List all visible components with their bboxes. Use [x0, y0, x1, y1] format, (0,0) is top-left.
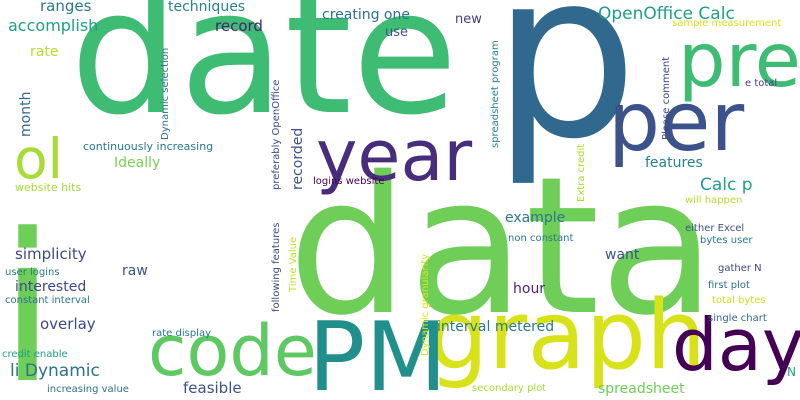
- word: techniques: [168, 0, 245, 15]
- word: new: [455, 12, 482, 27]
- word: first plot: [708, 280, 750, 291]
- word: rate: [30, 44, 58, 60]
- word: Ideally: [114, 155, 160, 171]
- word: credit enable: [2, 349, 68, 360]
- word: p: [492, 0, 638, 190]
- word: graph: [428, 281, 706, 391]
- word: record: [215, 17, 263, 35]
- word: per: [608, 75, 745, 170]
- word: following features: [271, 223, 282, 312]
- word: constant interval: [5, 295, 90, 306]
- word: Time Value: [288, 237, 299, 293]
- word: e total: [745, 78, 777, 89]
- word: li: [0, 191, 56, 400]
- word: interested: [15, 279, 86, 295]
- word: simplicity: [15, 245, 87, 263]
- word: want: [605, 247, 640, 263]
- word: interval metered: [437, 319, 554, 335]
- word: bytes user: [700, 235, 753, 246]
- word: continuously increasing: [83, 140, 213, 153]
- word: overlay: [40, 315, 96, 333]
- word: example: [505, 210, 565, 226]
- word: logins website: [313, 176, 385, 187]
- word: spreadsheet program: [490, 40, 501, 148]
- word: non constant: [508, 233, 574, 244]
- word: user logins: [5, 267, 60, 278]
- word: N: [787, 365, 796, 379]
- word: day: [672, 303, 800, 387]
- word: gather N: [718, 263, 762, 274]
- word: spreadsheet: [598, 381, 685, 397]
- word: preferably OpenOffice: [271, 80, 282, 190]
- word: will happen: [685, 195, 742, 206]
- word: Dynamic selection: [160, 48, 171, 140]
- word: hour: [513, 281, 545, 297]
- word: code: [148, 310, 317, 392]
- word: ol: [14, 127, 63, 191]
- word: accomplish: [8, 16, 98, 35]
- word: either Excel: [685, 223, 744, 234]
- word: year: [316, 115, 472, 197]
- word: single chart: [708, 313, 767, 324]
- word: data: [288, 136, 716, 357]
- word: Dynamic granularity: [420, 254, 431, 356]
- word: PM: [308, 303, 447, 400]
- word: raw: [122, 263, 148, 279]
- word: website hits: [15, 181, 81, 194]
- word: Calc p: [700, 175, 753, 195]
- word: recorded: [290, 128, 306, 190]
- word: feasible: [183, 379, 242, 397]
- word: rate display: [152, 328, 211, 339]
- word: li Dynamic: [10, 361, 100, 381]
- word: date: [70, 0, 458, 153]
- word: sample measurement: [672, 18, 781, 29]
- word: secondary plot: [472, 383, 546, 394]
- word: features: [645, 155, 703, 171]
- word: creating one: [322, 7, 410, 23]
- word: increasing value: [47, 384, 129, 395]
- word: month: [18, 92, 34, 137]
- word: use: [385, 25, 408, 40]
- word: Please comment: [661, 57, 672, 140]
- word: Extra credit: [576, 144, 587, 202]
- word: pre: [678, 16, 800, 104]
- word: OpenOffice Calc: [598, 4, 735, 24]
- word: total bytes: [712, 295, 766, 306]
- word: ranges: [40, 0, 92, 15]
